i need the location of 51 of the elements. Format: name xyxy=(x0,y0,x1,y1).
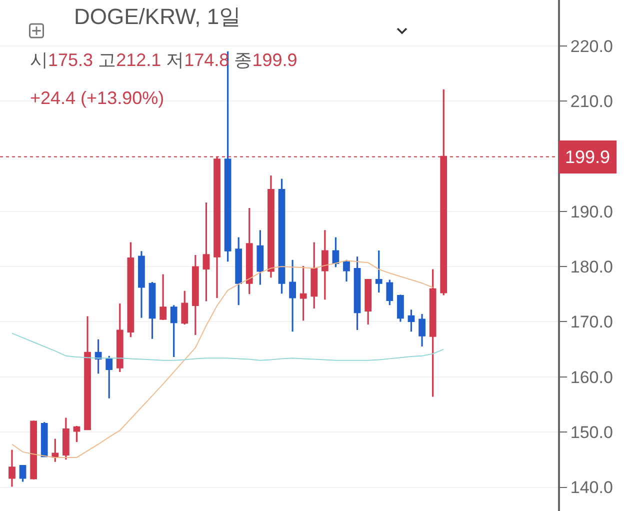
candlestick xyxy=(246,207,253,295)
y-tick-label: 150.0 xyxy=(570,423,613,442)
candlestick xyxy=(364,278,372,326)
candlestick xyxy=(310,241,318,310)
candlestick xyxy=(278,178,286,294)
candlestick xyxy=(321,229,328,300)
annotation: +24.4 (+13.90%) xyxy=(30,88,164,108)
line-series xyxy=(11,260,434,458)
candlestick xyxy=(73,425,80,443)
candlestick xyxy=(19,464,26,483)
chart-title: DOGE/KRW, 1일 xyxy=(74,4,242,29)
y-tick-label: 180.0 xyxy=(570,257,613,276)
candlestick xyxy=(116,302,124,373)
candlestick xyxy=(429,268,436,398)
candlestick xyxy=(202,202,210,302)
candlestick xyxy=(62,416,70,460)
candlestick xyxy=(375,250,382,294)
y-tick-label: 160.0 xyxy=(570,368,613,387)
candlestick xyxy=(386,278,394,306)
y-tick-label: 220.0 xyxy=(570,36,613,56)
candlestick xyxy=(138,250,145,319)
y-tick-label: 210.0 xyxy=(570,92,613,111)
candlestick xyxy=(192,254,199,336)
candlestick xyxy=(127,241,134,338)
candlestick xyxy=(106,355,113,400)
candlestick xyxy=(148,281,156,340)
candlestick xyxy=(40,421,48,458)
candlestick xyxy=(256,229,264,286)
candlestick xyxy=(160,273,166,321)
candlestick xyxy=(300,265,307,322)
candlestick xyxy=(289,259,296,332)
y-tick-label: 140.0 xyxy=(570,478,613,498)
y-tick-label: 170.0 xyxy=(570,312,613,332)
candlestick xyxy=(408,308,415,332)
candlestick xyxy=(268,174,274,278)
candlestick xyxy=(332,236,340,268)
candlestick xyxy=(170,304,178,358)
candlestick xyxy=(52,438,59,463)
candlestick xyxy=(354,256,361,331)
candlestick xyxy=(8,448,16,488)
candlestick xyxy=(397,294,404,323)
candlestick xyxy=(84,315,91,430)
candlestick xyxy=(343,259,350,282)
y-tick-label: 190.0 xyxy=(570,202,613,222)
candlestick xyxy=(30,420,37,480)
candlestick xyxy=(235,236,242,306)
line-series xyxy=(11,332,444,361)
candlestick xyxy=(94,338,102,374)
candlestick xyxy=(418,313,426,348)
candlestick xyxy=(181,290,188,326)
ref-line-label: 199.9 xyxy=(565,147,610,167)
